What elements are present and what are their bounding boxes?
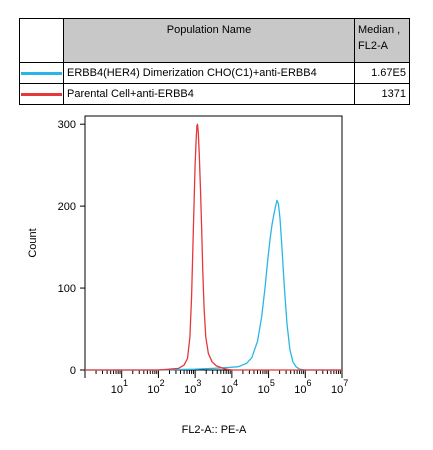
legend-header-median-line2: FL2-A: [358, 40, 388, 52]
legend-swatch-blue: [21, 71, 62, 75]
legend-row-median: 1371: [354, 83, 410, 105]
x-tick-base: 10: [331, 384, 343, 396]
y-tick-label: 300: [58, 119, 76, 131]
legend-row-name: Parental Cell+anti-ERBB4: [63, 83, 355, 105]
legend-header-blank: [19, 18, 64, 63]
x-tick-base: 10: [147, 384, 159, 396]
x-axis-label: FL2-A:: PE-A: [182, 424, 247, 436]
x-tick-base: 10: [111, 384, 123, 396]
x-tick-base: 10: [184, 384, 196, 396]
y-axis-label: Count: [27, 228, 39, 257]
x-tick-base: 10: [258, 384, 270, 396]
x-tick-exponent: 2: [160, 378, 165, 388]
legend-row: ERBB4(HER4) Dimerization CHO(C1)+anti-ER…: [19, 62, 410, 84]
plot-frame: [84, 115, 343, 371]
x-tick-label: 107: [331, 378, 348, 396]
legend-row-median: 1.67E5: [354, 62, 410, 84]
x-tick-label: 102: [147, 378, 164, 396]
x-tick-exponent: 3: [196, 378, 201, 388]
y-tick-label: 0: [70, 365, 76, 377]
x-tick-base: 10: [221, 384, 233, 396]
x-tick-exponent: 7: [343, 378, 348, 388]
legend-table: Population Name Median , FL2-A ERBB4(HER4…: [19, 18, 410, 105]
x-tick-exponent: 6: [307, 378, 312, 388]
x-tick-label: 103: [184, 378, 201, 396]
y-axis: 0 100 200 300: [58, 119, 85, 377]
series-group: [85, 123, 342, 371]
x-tick-label: 106: [294, 378, 311, 396]
series-line: [85, 199, 342, 371]
legend-header-median: Median , FL2-A: [354, 18, 410, 63]
series-line: [85, 123, 342, 371]
legend-row-name: ERBB4(HER4) Dimerization CHO(C1)+anti-ER…: [63, 62, 355, 84]
x-tick-label: 105: [258, 378, 275, 396]
y-tick-label: 100: [58, 283, 76, 295]
y-tick-label: 200: [58, 201, 76, 213]
x-tick-label: 101: [111, 378, 128, 396]
x-tick-label: 104: [221, 378, 238, 396]
legend-swatch-red: [21, 92, 62, 96]
x-tick-exponent: 1: [123, 378, 128, 388]
legend-row: Parental Cell+anti-ERBB4 1371: [19, 83, 410, 105]
x-tick-exponent: 4: [233, 378, 238, 388]
x-tick-exponent: 5: [270, 378, 275, 388]
legend-header-median-line1: Median ,: [358, 24, 401, 36]
x-tick-base: 10: [294, 384, 306, 396]
